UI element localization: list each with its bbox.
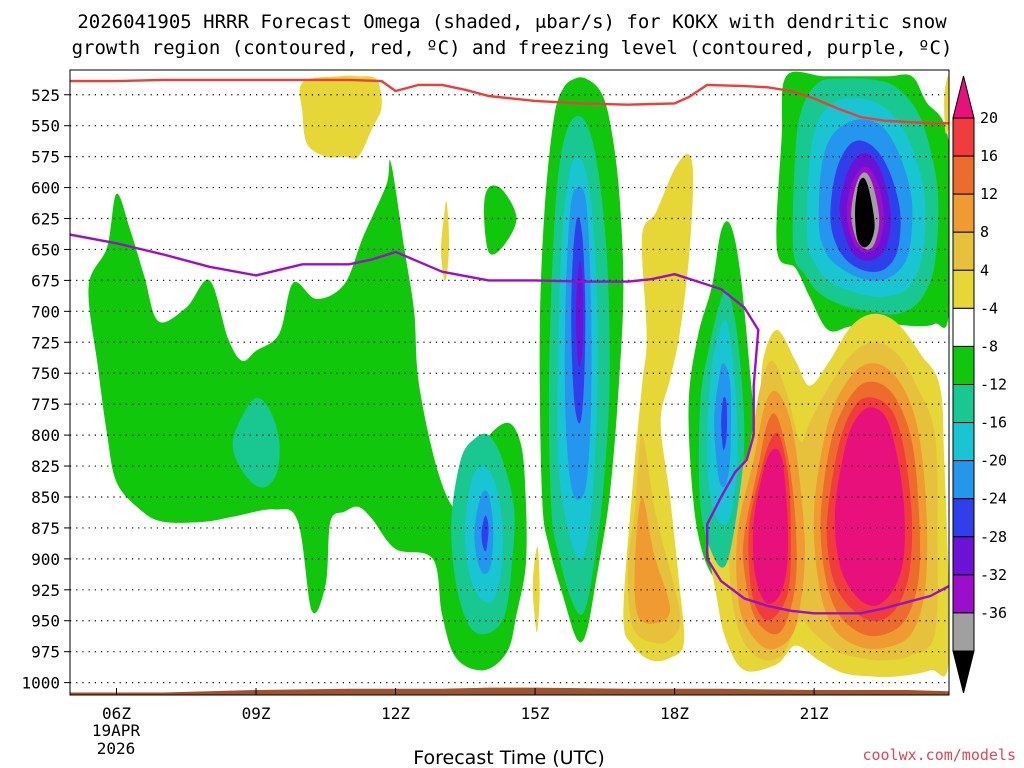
omega-region-12 [634,496,671,624]
x-tick-label: 12Z [381,704,410,723]
omega-fills [88,71,949,678]
colorbar-label: -36 [980,604,1007,622]
colorbar-top-arrow [952,75,975,119]
x-tick-label: 15Z [521,704,550,723]
x-tick-label: 21Z [800,704,829,723]
y-tick-label: 750 [31,364,60,383]
y-axis: 525 550 575 600 625 650 675 700 725 750 775 800 825 8… [21,86,70,693]
omega-region-4 [441,201,450,282]
colorbar-segment [952,384,975,424]
colorbar-segment [952,460,975,500]
y-tick-label: 575 [31,148,60,167]
colorbar-label: 8 [980,223,989,241]
y-tick-label: 525 [31,86,60,105]
y-tick-label: 725 [31,333,60,352]
omega-region-neg8 [232,397,280,488]
chart-title-line1: 2026041905 HRRR Forecast Omega (shaded, … [77,11,947,33]
x-tick-label: 18Z [660,704,689,723]
colorbar-label: -24 [980,490,1007,508]
y-tick-label: 950 [31,612,60,631]
colorbar-label: -12 [980,376,1007,394]
x-tick-label: 06Z [102,704,131,723]
colorbar-label: -28 [980,528,1007,546]
contour-lines [70,78,949,615]
y-tick-label: 650 [31,240,60,259]
date-label-line1: 19APR [92,721,141,740]
plot-frame [69,69,950,696]
y-tick-label: 775 [31,395,60,414]
y-tick-label: 625 [31,210,60,229]
colorbar-segment [952,612,975,652]
x-tick-label: 09Z [242,704,271,723]
omega-region-neg24 [575,260,584,368]
y-tick-label: 1000 [21,674,60,693]
omega-region-24 [752,448,789,604]
freezing-level-line [70,233,949,615]
colorbar-segment [952,536,975,576]
omega-region-neg20 [721,396,728,451]
y-tick-label: 800 [31,426,60,445]
colorbar: 20 16 12 8 4 -4 -8 -12 -16 -20 -24 -28 -32 -36 [952,75,1007,694]
colorbar-label: -20 [980,452,1007,470]
y-tick-label: 700 [31,302,60,321]
plot-area [70,70,949,695]
colorbar-segment [952,231,975,271]
omega-region-4 [299,75,382,159]
y-tick-label: 600 [31,179,60,198]
omega-region-neg36 [855,177,875,248]
y-tick-label: 900 [31,550,60,569]
colorbar-segment [952,269,975,309]
colorbar-segment [952,574,975,614]
colorbar-segment [952,307,975,347]
colorbar-label: -16 [980,414,1007,432]
colorbar-segment [952,498,975,538]
colorbar-bottom-arrow [952,650,975,694]
colorbar-label: 20 [980,109,998,127]
terrain-fill [70,687,949,695]
omega-region-neg20 [481,515,489,552]
dendritic-growth-line [70,78,949,125]
omega-region-4 [944,75,949,134]
omega-region-neg4 [88,159,527,671]
date-label-line2: 2026 [97,739,136,758]
y-tick-label: 850 [31,488,60,507]
colorbar-label: -32 [980,566,1007,584]
colorbar-segment [952,155,975,195]
colorbar-label: -4 [980,299,998,317]
omega-region-24 [834,407,905,606]
colorbar-segment [952,345,975,385]
y-tick-label: 825 [31,457,60,476]
y-tick-label: 875 [31,519,60,538]
y-tick-label: 675 [31,271,60,290]
colorbar-segment [952,193,975,233]
omega-region-neg4 [483,185,517,255]
y-tick-label: 925 [31,581,60,600]
colorbar-label: -8 [980,337,998,355]
colorbar-label: 4 [980,261,989,279]
colorbar-segment [952,422,975,462]
x-axis-title: Forecast Time (UTC) [413,747,604,768]
omega-region-4 [532,546,540,633]
credit-text[interactable]: coolwx.com/models [862,746,1016,764]
y-tick-label: 550 [31,117,60,136]
colorbar-label: 16 [980,147,998,165]
y-tick-label: 975 [31,643,60,662]
x-axis: 06Z 09Z 12Z 15Z 18Z 21Z [102,688,829,723]
colorbar-label: 12 [980,185,998,203]
chart-title-line2: growth region (contoured, red, ºC) and f… [72,37,953,59]
colorbar-segment [952,117,975,157]
